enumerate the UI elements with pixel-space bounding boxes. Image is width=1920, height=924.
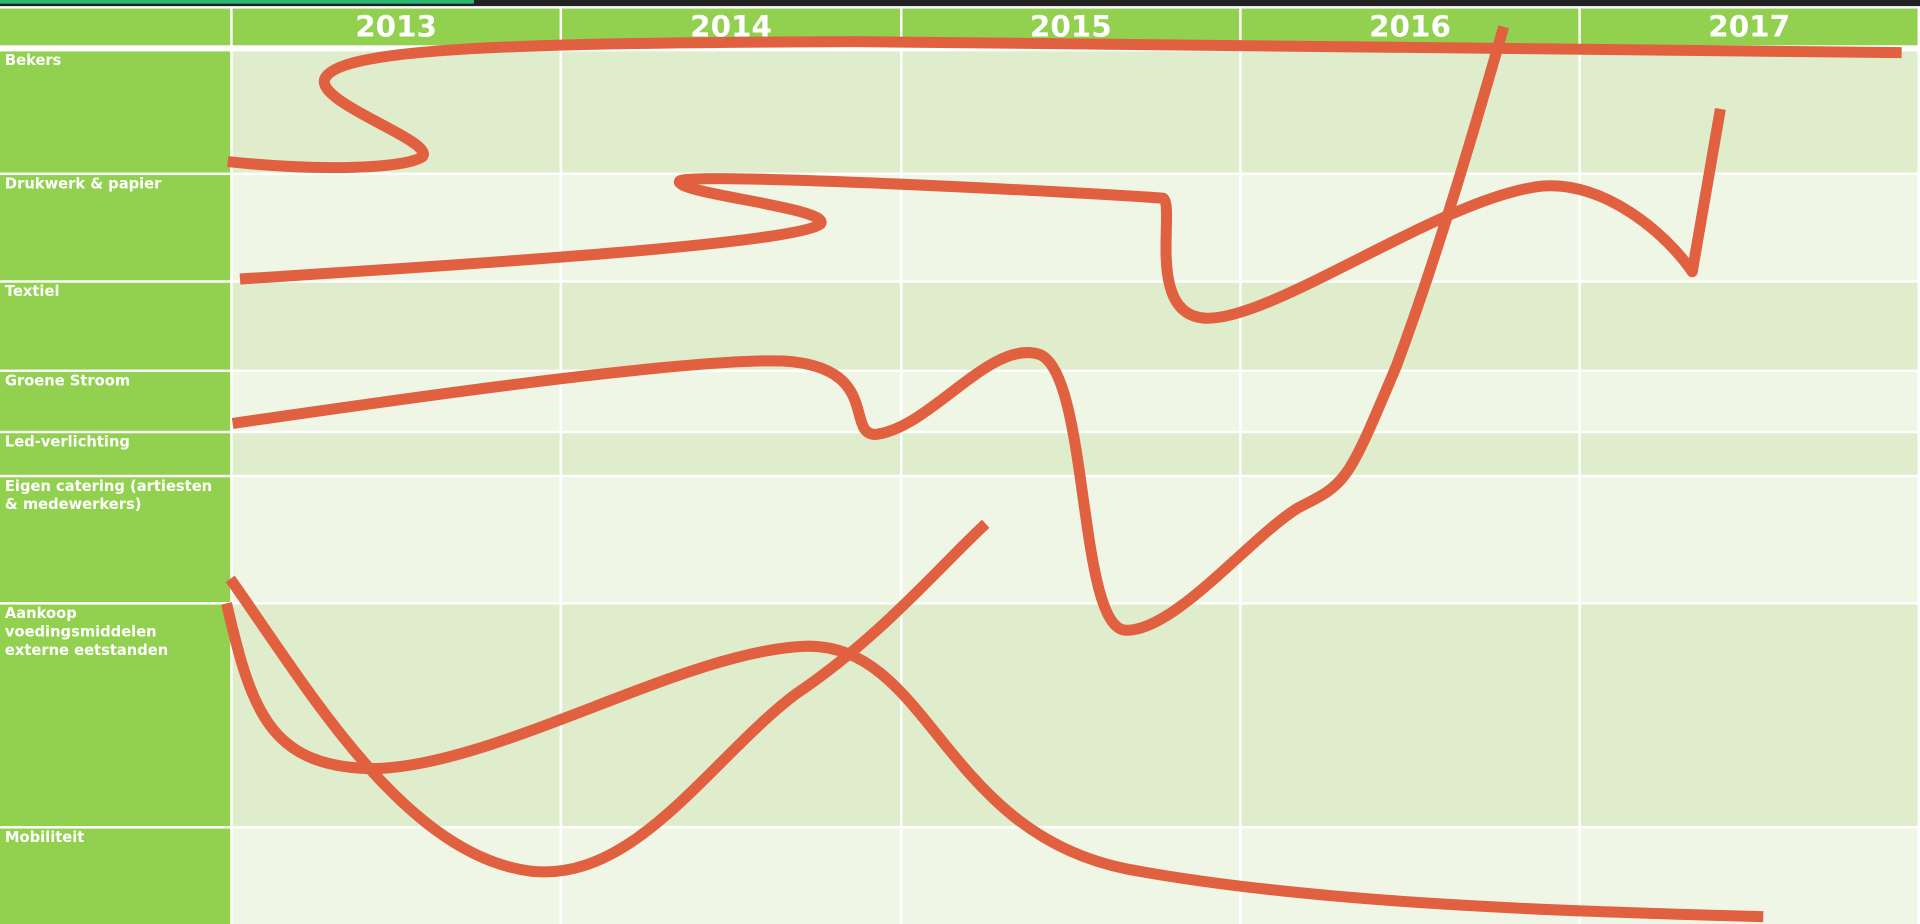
table-cell xyxy=(902,477,1240,603)
scribble xyxy=(239,107,1726,324)
table-cell xyxy=(1580,477,1918,603)
column-header: 2017 xyxy=(1580,8,1918,46)
table-cell xyxy=(902,51,1240,173)
table-cell xyxy=(562,51,901,173)
table-cell xyxy=(1580,433,1918,475)
column-header: 2013 xyxy=(232,8,560,46)
row-label: Mobiliteit xyxy=(0,828,231,924)
row-label: Bekers xyxy=(0,51,231,173)
table-cell xyxy=(232,433,560,475)
table-cell xyxy=(1580,282,1918,370)
table-cell xyxy=(1241,51,1579,173)
scribble xyxy=(227,36,1902,174)
table-cell xyxy=(232,282,560,370)
table-cell xyxy=(562,604,901,827)
row-label: Led-verlichting xyxy=(0,433,231,475)
scribble xyxy=(225,519,990,878)
table-cell xyxy=(902,604,1240,827)
table-cell xyxy=(562,477,901,603)
row-label: Eigen catering (artiesten & medewerkers) xyxy=(0,477,231,603)
table-cell xyxy=(232,477,560,603)
table-cell xyxy=(1580,604,1918,827)
table-cell xyxy=(1241,433,1579,475)
table-cell xyxy=(1241,604,1579,827)
table-cell xyxy=(1580,372,1918,431)
table-cell xyxy=(1580,51,1918,173)
table-cell xyxy=(232,51,560,173)
column-header: 2016 xyxy=(1241,8,1579,46)
table-cell xyxy=(562,282,901,370)
corner-cell xyxy=(0,8,231,46)
row-label: Aankoop voedingsmiddelen externe eetstan… xyxy=(0,604,231,827)
top-bar xyxy=(0,0,1920,7)
table-cell xyxy=(1241,372,1579,431)
table-cell xyxy=(1241,477,1579,603)
scribble xyxy=(221,602,1764,923)
table-cell xyxy=(902,282,1240,370)
row-label: Textiel xyxy=(0,282,231,370)
scribble xyxy=(231,25,1509,636)
table-cell xyxy=(1580,175,1918,281)
table-cell xyxy=(562,433,901,475)
row-label: Groene Stroom xyxy=(0,372,231,431)
row-label: Drukwerk & papier xyxy=(0,175,231,281)
progress-bar xyxy=(0,0,474,4)
table-cell xyxy=(232,828,560,924)
